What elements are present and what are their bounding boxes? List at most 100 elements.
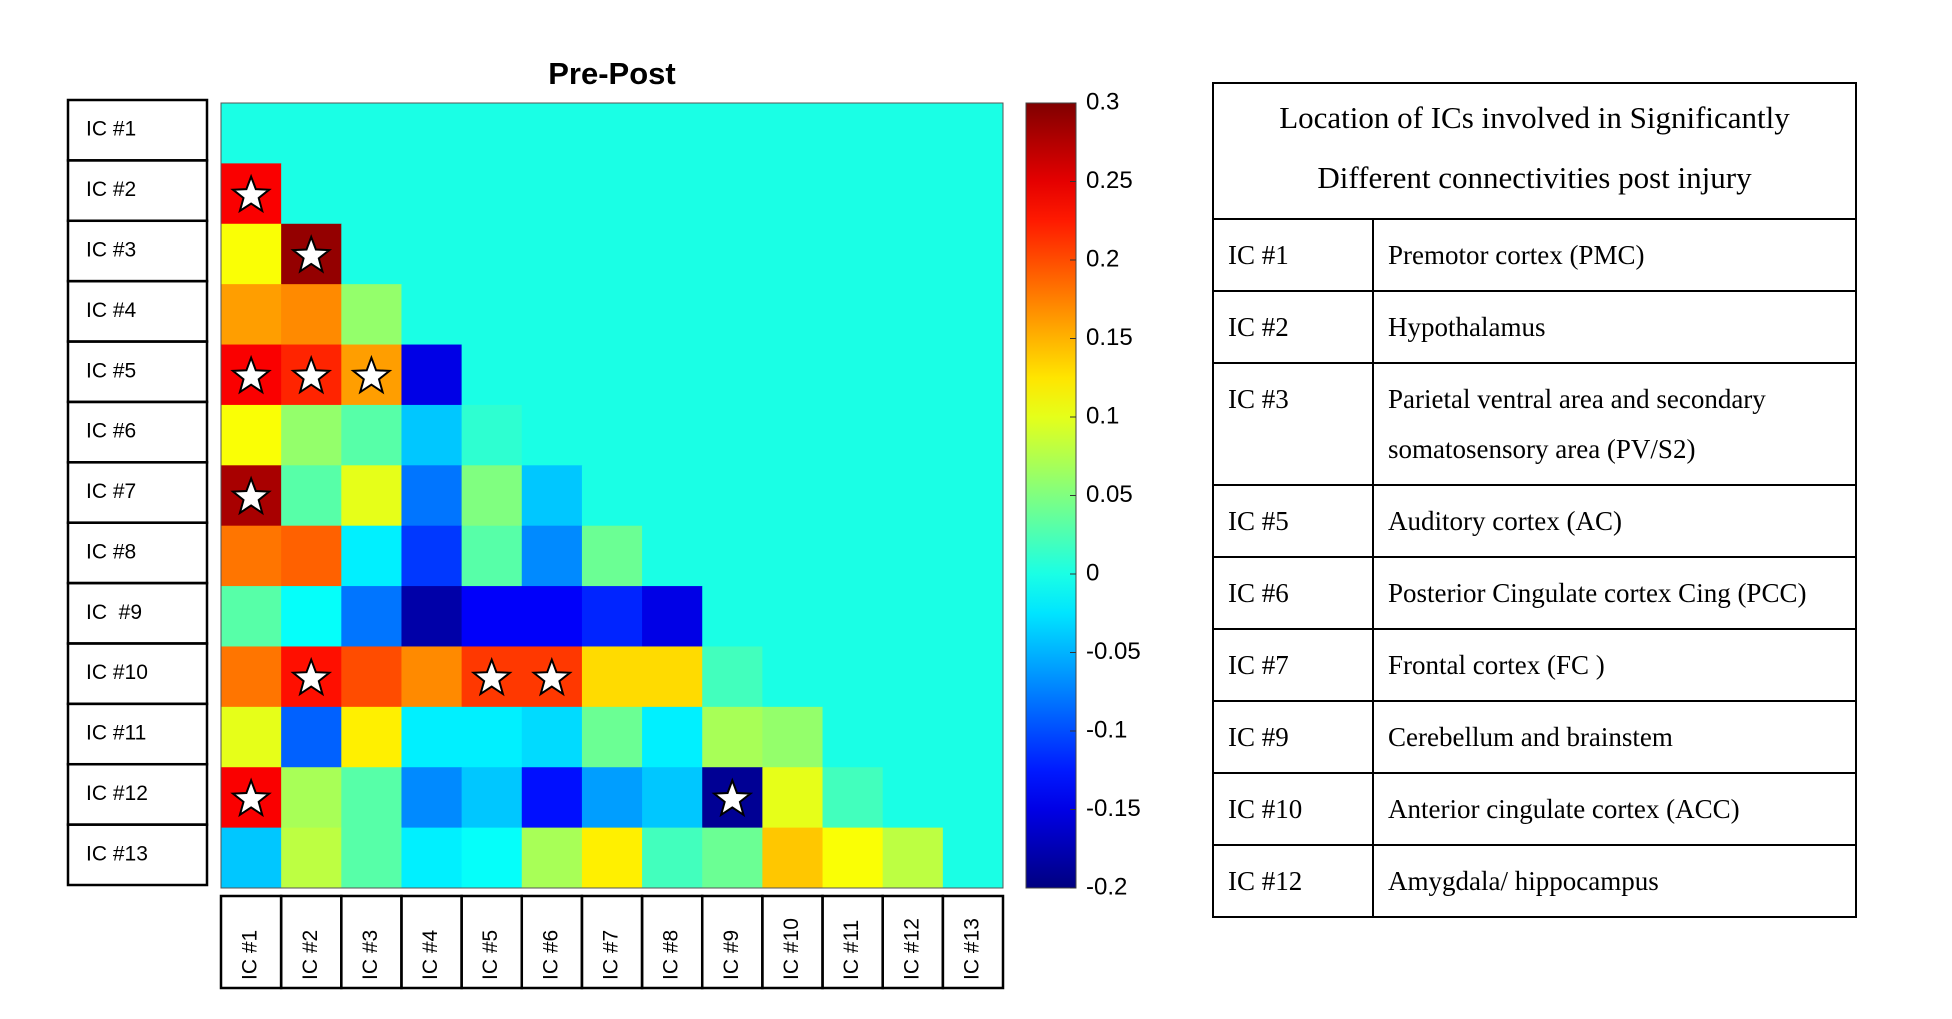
ic-cell: IC #10: [1212, 772, 1374, 846]
col-label: IC #1: [239, 930, 262, 980]
heatmap-cell: [341, 103, 402, 164]
heatmap-cell: [882, 344, 944, 406]
heatmap-cell: [762, 404, 824, 466]
col-label: IC #5: [479, 930, 502, 980]
heatmap-cell: [762, 586, 824, 647]
heatmap-cell: [762, 465, 824, 527]
location-cell: Posterior Cingulate cortex Cing (PCC): [1372, 556, 1857, 630]
heatmap-cell: [642, 404, 703, 466]
heatmap-cell: [281, 163, 342, 225]
heatmap-cell: [762, 223, 824, 285]
heatmap-cell: [401, 344, 463, 406]
heatmap-cell: [341, 404, 402, 466]
heatmap-cell: [702, 103, 763, 164]
location-cell: Anterior cingulate cortex (ACC): [1372, 772, 1857, 846]
heatmap-cell: [341, 163, 402, 225]
heatmap-cell: [221, 223, 282, 285]
heatmap-cell: [642, 767, 703, 829]
heatmap-cell: [401, 646, 463, 708]
heatmap-cell: [281, 767, 342, 829]
heatmap-cell: [822, 767, 884, 829]
heatmap-cell: [221, 404, 282, 466]
heatmap-cell: [642, 706, 703, 768]
table-row: IC #3 Parietal ventral area and secondary…: [1212, 362, 1857, 486]
heatmap-cell: [822, 284, 884, 346]
heatmap-cell: [762, 646, 824, 708]
heatmap-cell: [642, 586, 703, 647]
heatmap-cell: [341, 706, 402, 768]
row-label: IC #12: [86, 782, 148, 805]
chart-title: Pre-Post: [548, 56, 675, 91]
heatmap-cell: [581, 465, 643, 527]
heatmap-cell: [581, 404, 643, 466]
heatmap-cell: [281, 103, 342, 164]
col-label: IC #2: [299, 930, 322, 980]
heatmap-cell: [401, 284, 463, 346]
colorbar-tick-label: 0.2: [1086, 245, 1119, 272]
heatmap-cell: [221, 525, 282, 587]
heatmap-cell: [942, 163, 1004, 225]
location-cell: Frontal cortex (FC ): [1372, 628, 1857, 702]
table-row: IC #2 Hypothalamus: [1212, 290, 1857, 364]
heatmap-cell: [221, 706, 282, 768]
row-label: IC #4: [86, 299, 137, 322]
significance-star: [290, 354, 333, 395]
colorbar: [1025, 102, 1077, 889]
heatmap-cell: [521, 767, 583, 829]
row-label: IC #10: [86, 661, 148, 684]
heatmap-cell: [281, 706, 342, 768]
heatmap-cell: [581, 646, 643, 708]
heatmap-cell: [882, 586, 944, 647]
heatmap-cell: [221, 586, 282, 647]
heatmap-cell: [341, 525, 402, 587]
heatmap-cell: [221, 284, 282, 346]
heatmap-cell: [461, 284, 523, 346]
heatmap-cell: [702, 646, 763, 708]
significance-star: [230, 777, 272, 818]
heatmap-cell: [221, 103, 282, 164]
heatmap-cell: [401, 586, 463, 647]
location-cell: Amygdala/ hippocampus: [1372, 844, 1857, 918]
row-label: IC #8: [86, 540, 136, 563]
heatmap-cell: [281, 827, 342, 889]
col-label: IC #13: [960, 918, 983, 980]
ic-cell: IC #9: [1212, 700, 1374, 774]
heatmap-cell: [401, 706, 463, 768]
table: Location of ICs involved in Significantl…: [1212, 82, 1857, 918]
heatmap-cell: [401, 827, 463, 889]
col-label: IC #11: [840, 920, 863, 980]
plot-frame: [220, 102, 1004, 889]
colorbar-tick-label: -0.15: [1086, 795, 1141, 822]
heatmap-cell: [702, 525, 763, 587]
heatmap-cell: [882, 404, 944, 466]
location-cell: Premotor cortex (PMC): [1372, 218, 1857, 292]
heatmap-cell: [581, 767, 643, 829]
row-label: IC #13: [86, 842, 148, 865]
heatmap-cell: [882, 223, 944, 285]
significance-star: [470, 656, 513, 697]
heatmap-cell: [642, 465, 703, 527]
heatmap-cell: [702, 586, 763, 647]
table-row: IC #7 Frontal cortex (FC ): [1212, 628, 1857, 702]
col-label: IC #3: [359, 930, 382, 980]
heatmap-cell: [581, 827, 643, 889]
location-cell: Auditory cortex (AC): [1372, 484, 1857, 558]
colorbar-tick-label: 0.3: [1086, 88, 1119, 115]
heatmap-cell: [521, 465, 583, 527]
row-label: IC #9: [86, 601, 142, 624]
heatmap-cell: [461, 586, 523, 647]
table-row: IC #10 Anterior cingulate cortex (ACC): [1212, 772, 1857, 846]
heatmap-cell: [942, 284, 1004, 346]
colorbar-tick-label: 0.25: [1086, 167, 1133, 194]
row-label: IC #6: [86, 420, 136, 443]
heatmap-cell: [461, 767, 523, 829]
heatmap-cell: [341, 827, 402, 889]
heatmap-cell: [461, 827, 523, 889]
heatmap-cell: [822, 525, 884, 587]
heatmap-cell: [281, 404, 342, 466]
heatmap-cell: [762, 103, 824, 164]
col-label: IC #10: [780, 918, 803, 980]
row-label: IC #3: [86, 239, 136, 262]
significance-star: [350, 354, 393, 395]
heatmap-cell: [642, 223, 703, 285]
